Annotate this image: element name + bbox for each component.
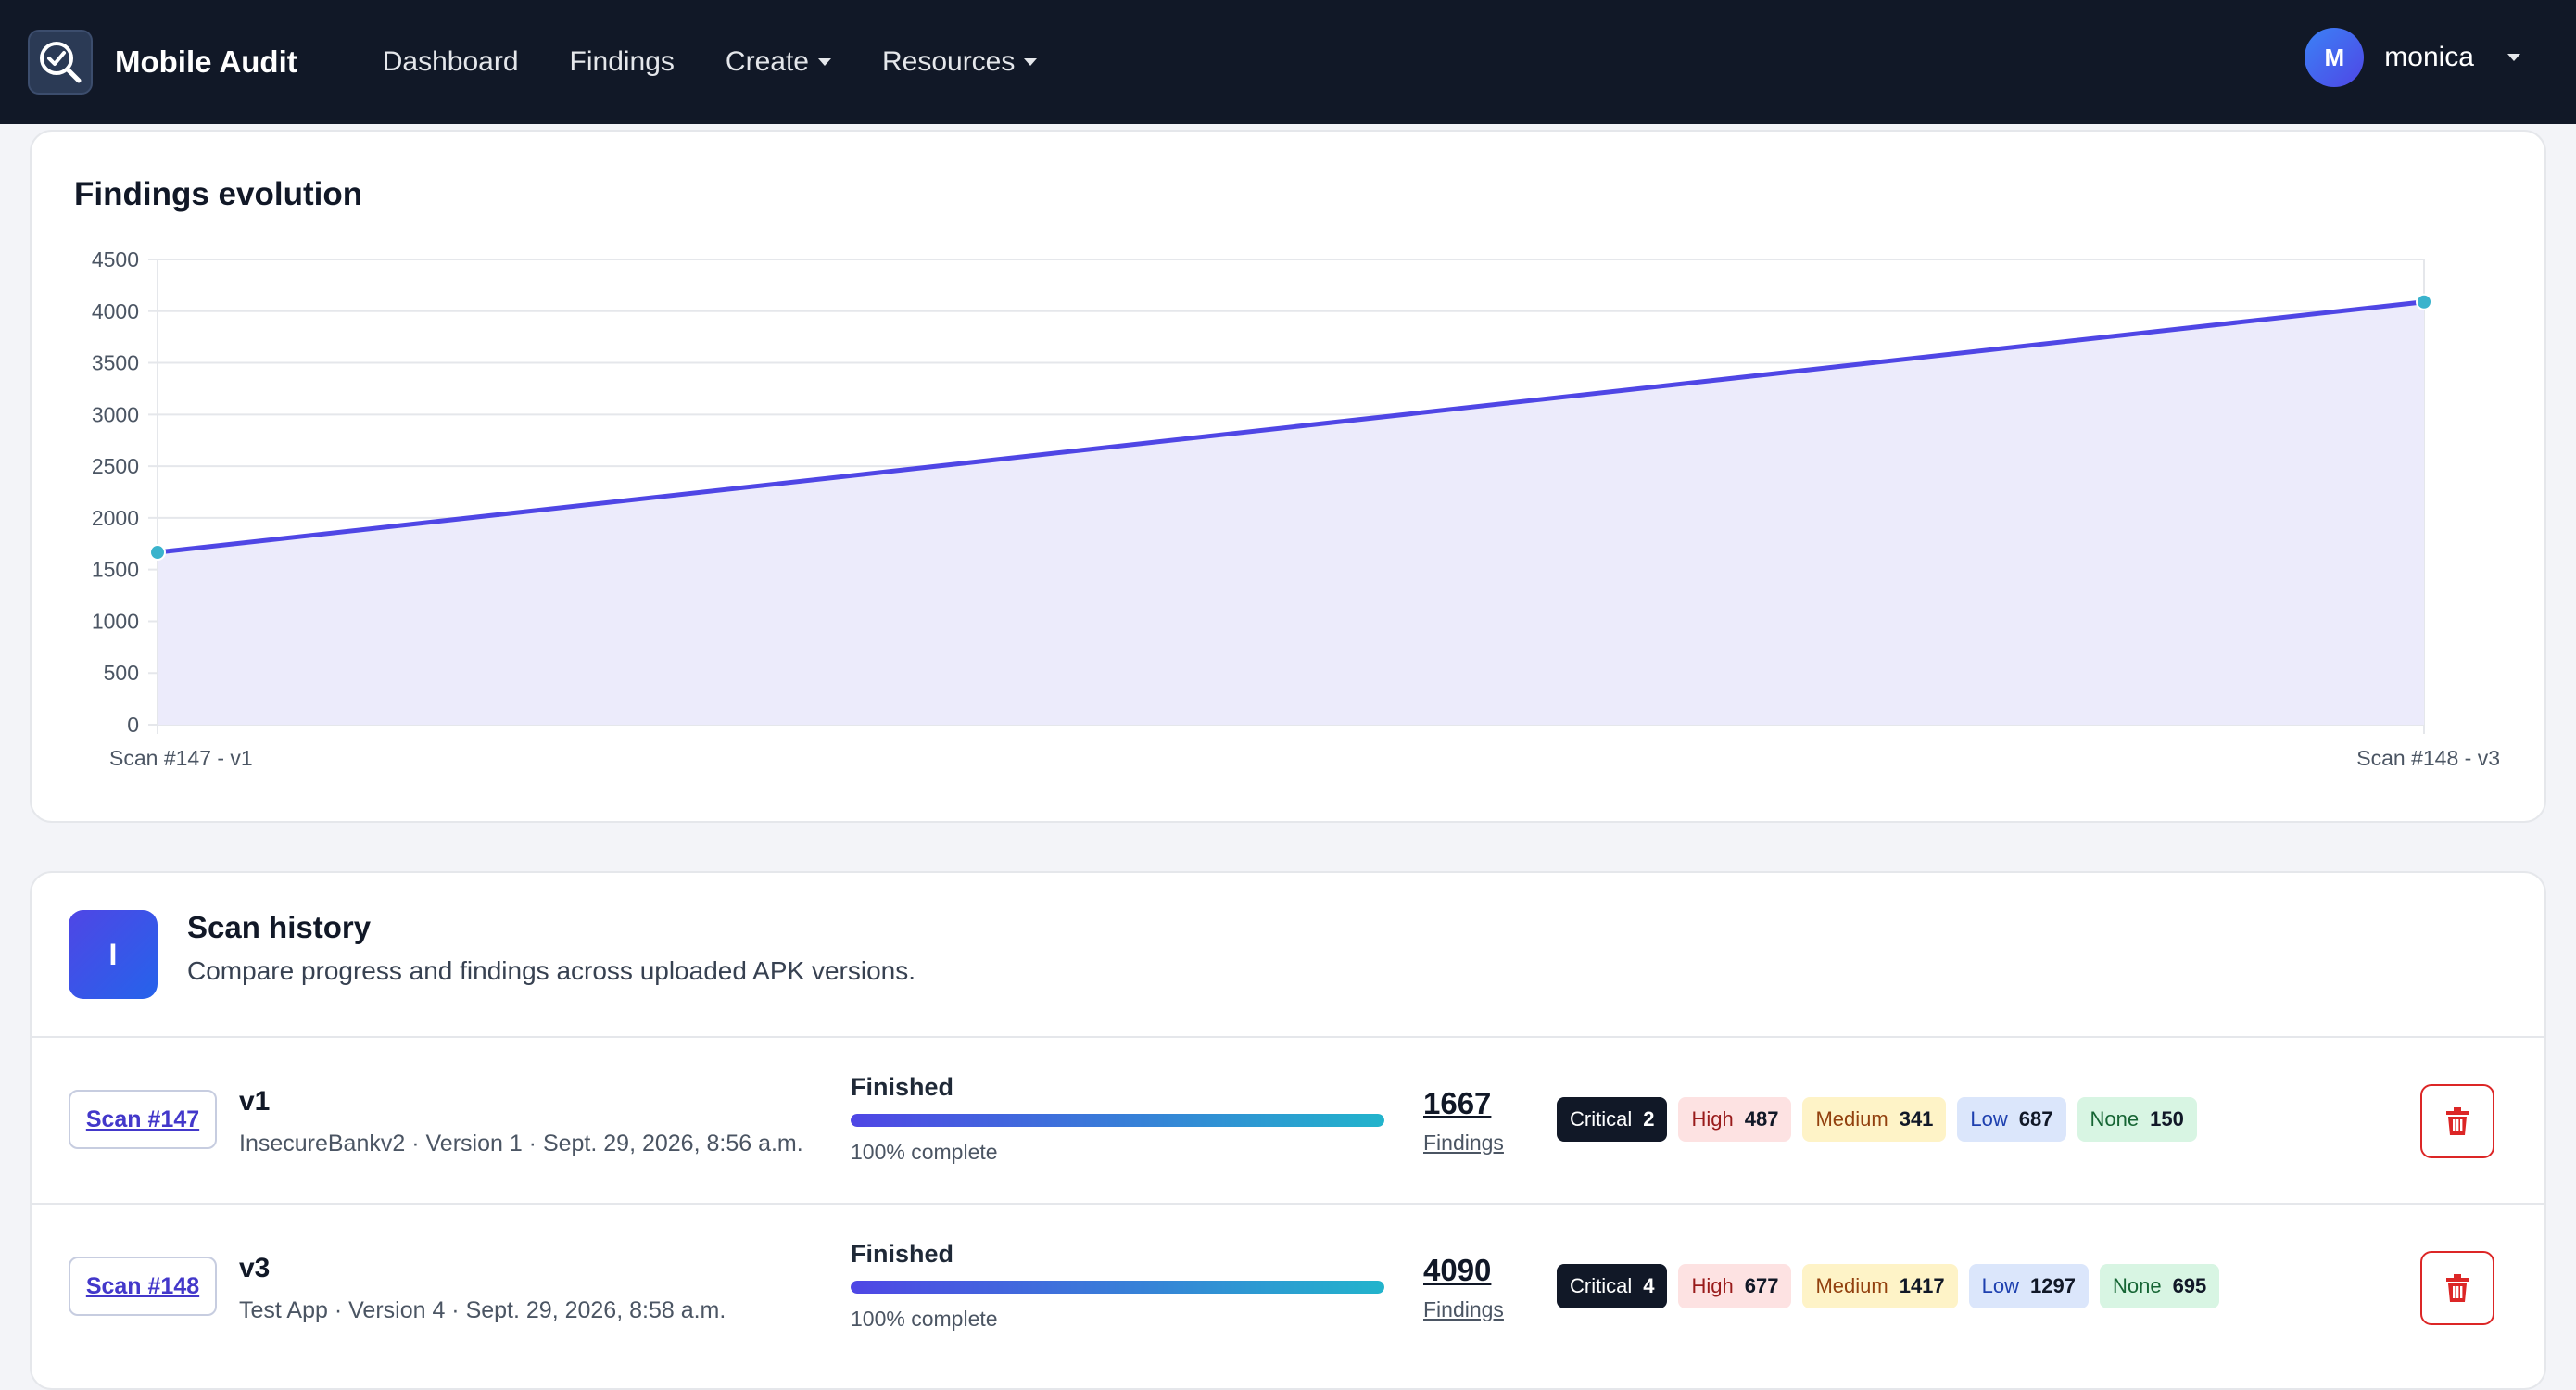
badge-value: 341 bbox=[1899, 1107, 1934, 1131]
y-tick-label: 1500 bbox=[92, 558, 139, 582]
badge-low: Low 1297 bbox=[1968, 1264, 2089, 1308]
progress-bar bbox=[851, 1114, 1384, 1127]
trash-icon bbox=[2446, 1107, 2469, 1135]
y-tick-label: 1000 bbox=[92, 609, 139, 633]
badge-critical: Critical 4 bbox=[1557, 1264, 1668, 1308]
nav-dashboard-label: Dashboard bbox=[382, 46, 519, 77]
findings-evolution-card: Findings evolution 0 500 1000 1500 2000 2500 3… bbox=[30, 130, 2546, 823]
severity-badges: Critical 4 High 677 Medium 1417 Low 1297 Non… bbox=[1557, 1264, 2230, 1308]
scan-history-card: I Scan history Compare progress and find… bbox=[30, 871, 2546, 1390]
caret-down-icon bbox=[817, 58, 831, 66]
badge-low: Low 687 bbox=[1957, 1097, 2066, 1142]
delete-scan-button[interactable] bbox=[2420, 1251, 2494, 1325]
badge-high: High 677 bbox=[1678, 1264, 1792, 1308]
nav-findings[interactable]: Findings bbox=[570, 46, 675, 78]
badge-value: 1417 bbox=[1899, 1274, 1945, 1297]
badge-value: 150 bbox=[2150, 1107, 2184, 1131]
findings-count-link[interactable]: 1667 bbox=[1423, 1086, 1492, 1120]
magnifier-check-icon[interactable] bbox=[28, 30, 93, 95]
progress-fill bbox=[851, 1281, 1384, 1294]
y-tick-label: 4000 bbox=[92, 299, 139, 323]
findings-label-link[interactable]: Findings bbox=[1423, 1131, 1504, 1155]
y-tick-label: 2500 bbox=[92, 454, 139, 478]
series-line bbox=[157, 299, 2425, 555]
badge-label: Medium bbox=[1815, 1107, 1888, 1131]
findings-label-link[interactable]: Findings bbox=[1423, 1297, 1504, 1321]
history-title: Scan history bbox=[187, 910, 372, 944]
data-point bbox=[149, 544, 166, 562]
badge-label: High bbox=[1691, 1274, 1734, 1297]
badge-high: High 487 bbox=[1678, 1097, 1792, 1142]
progress-fill bbox=[851, 1114, 1384, 1127]
brand-name[interactable]: Mobile Audit bbox=[115, 44, 297, 79]
badge-label: None bbox=[2112, 1274, 2162, 1297]
top-navbar: Mobile Audit Dashboard Findings Create R… bbox=[0, 0, 2576, 124]
badge-value: 687 bbox=[2018, 1107, 2053, 1131]
progress-text: 100% complete bbox=[851, 1307, 998, 1331]
badge-medium: Medium 1417 bbox=[1802, 1264, 1958, 1308]
findings-count-link[interactable]: 4090 bbox=[1423, 1253, 1492, 1287]
trash-icon bbox=[2446, 1274, 2469, 1302]
history-icon: I bbox=[69, 910, 158, 999]
series-area bbox=[158, 301, 2424, 725]
nav-dashboard[interactable]: Dashboard bbox=[383, 46, 519, 78]
scan-meta: Test App · Version 4 · Sept. 29, 2026, 8… bbox=[239, 1297, 726, 1323]
scan-link[interactable]: Scan #147 bbox=[69, 1090, 217, 1149]
badge-label: Low bbox=[1970, 1107, 2008, 1131]
y-tick-label: 2000 bbox=[92, 506, 139, 530]
x-tick-label: Scan #148 - v3 bbox=[2356, 746, 2500, 770]
avatar[interactable]: M bbox=[2305, 28, 2365, 87]
severity-badges: Critical 2 High 487 Medium 341 Low 687 None 1… bbox=[1557, 1097, 2208, 1142]
scan-row: Scan #147 v1 InsecureBankv2 · Version 1 … bbox=[32, 1036, 2544, 1203]
nav-resources-dropdown[interactable]: Resources bbox=[881, 46, 1038, 78]
badge-label: Medium bbox=[1815, 1274, 1888, 1297]
scan-row: Scan #148 v3 Test App · Version 4 · Sept… bbox=[32, 1203, 2544, 1370]
findings-evolution-chart: 0 500 1000 1500 2000 2500 3000 3500 4000 4500 Scan… bbox=[92, 247, 2500, 770]
scan-meta: InsecureBankv2 · Version 1 · Sept. 29, 2… bbox=[239, 1131, 803, 1156]
scan-version: v3 bbox=[239, 1253, 271, 1283]
badge-value: 677 bbox=[1744, 1274, 1779, 1297]
badge-label: Low bbox=[1981, 1274, 2020, 1297]
scan-version: v1 bbox=[239, 1086, 271, 1117]
badge-value: 695 bbox=[2172, 1274, 2207, 1297]
nav-create-label: Create bbox=[725, 46, 809, 77]
user-name[interactable]: monica bbox=[2384, 42, 2474, 72]
y-tick-label: 0 bbox=[127, 713, 139, 737]
badge-value: 4 bbox=[1643, 1274, 1655, 1297]
y-tick-label: 500 bbox=[104, 661, 139, 685]
user-menu[interactable]: M monica bbox=[2305, 28, 2520, 87]
delete-scan-button[interactable] bbox=[2420, 1084, 2494, 1158]
badge-value: 1297 bbox=[2030, 1274, 2076, 1297]
caret-down-icon bbox=[1024, 58, 1038, 66]
history-subtitle: Compare progress and findings across upl… bbox=[187, 956, 915, 985]
y-tick-label: 4500 bbox=[92, 247, 139, 272]
chart-title: Findings evolution bbox=[74, 176, 363, 212]
x-tick-label: Scan #147 - v1 bbox=[109, 746, 253, 770]
progress-bar bbox=[851, 1281, 1384, 1294]
scan-status: Finished bbox=[851, 1240, 954, 1268]
data-point bbox=[2416, 293, 2432, 310]
badge-none: None 150 bbox=[2077, 1097, 2197, 1142]
badge-critical: Critical 2 bbox=[1557, 1097, 1668, 1142]
badge-label: Critical bbox=[1570, 1107, 1633, 1131]
nav-create-dropdown[interactable]: Create bbox=[726, 46, 831, 78]
nav-resources-label: Resources bbox=[881, 46, 1016, 77]
y-tick-label: 3000 bbox=[92, 402, 139, 426]
caret-down-icon[interactable] bbox=[2507, 54, 2520, 61]
badge-label: None bbox=[2090, 1107, 2140, 1131]
badge-none: None 695 bbox=[2099, 1264, 2220, 1308]
badge-value: 2 bbox=[1643, 1107, 1655, 1131]
badge-label: High bbox=[1691, 1107, 1734, 1131]
progress-text: 100% complete bbox=[851, 1140, 998, 1164]
nav-links: Dashboard Findings Create Resources bbox=[383, 46, 1089, 78]
y-tick-label: 3500 bbox=[92, 351, 139, 375]
scan-link[interactable]: Scan #148 bbox=[69, 1257, 217, 1316]
badge-label: Critical bbox=[1570, 1274, 1633, 1297]
scan-status: Finished bbox=[851, 1073, 954, 1101]
badge-medium: Medium 341 bbox=[1802, 1097, 1947, 1142]
nav-findings-label: Findings bbox=[569, 46, 675, 77]
badge-value: 487 bbox=[1744, 1107, 1779, 1131]
